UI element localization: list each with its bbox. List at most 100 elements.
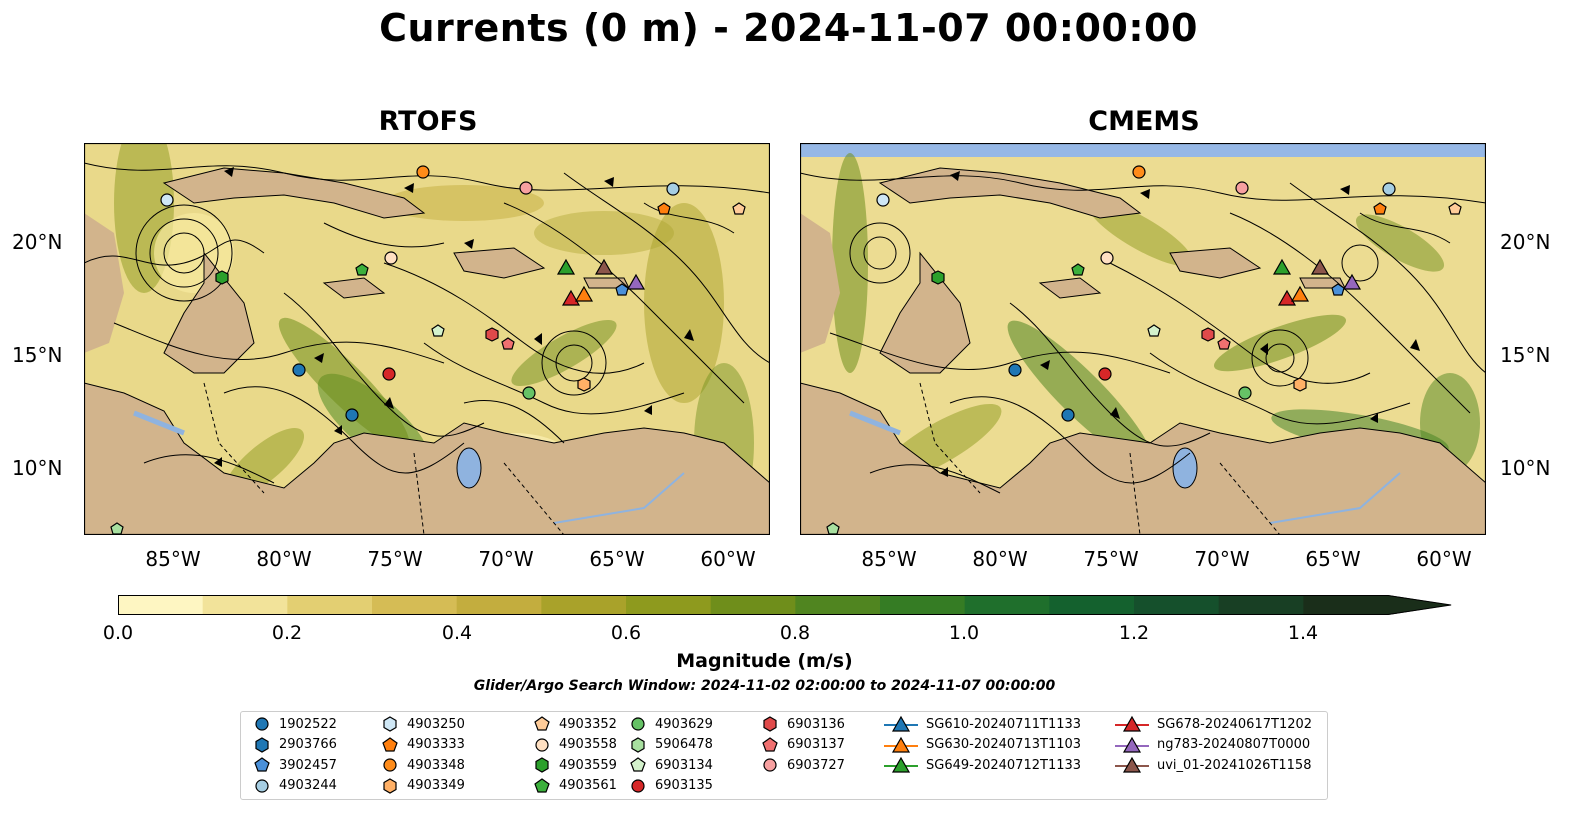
- lon-label-80w-right: 80°W: [972, 547, 1028, 571]
- legend-item: 4903348: [381, 756, 465, 774]
- legend-item-label: 6903727: [787, 757, 845, 773]
- colorbar-segment: [1049, 595, 1135, 615]
- colorbar-tick: 1.2: [1118, 622, 1150, 644]
- panel-title-cmems: CMEMS: [1088, 106, 1200, 137]
- map-cmems: [800, 143, 1486, 535]
- lon-label-65w-right: 65°W: [1305, 547, 1361, 571]
- legend-item: 6903134: [629, 756, 713, 774]
- legend-item: 5906478: [629, 736, 713, 754]
- hexagon-marker-icon: [255, 736, 269, 753]
- circle-marker-icon: [631, 778, 645, 793]
- lon-label-65w-left: 65°W: [589, 547, 645, 571]
- colorbar-segment: [964, 595, 1050, 615]
- legend-item-label: 4903561: [559, 778, 617, 793]
- lon-label-75w-right: 75°W: [1083, 547, 1139, 571]
- circle-marker-icon: [383, 758, 397, 772]
- legend-item: 6903136: [761, 715, 845, 733]
- pentagon-marker-icon: [630, 757, 646, 772]
- triangle-marker-icon: [884, 715, 918, 732]
- colorbar-segment: [1218, 595, 1304, 615]
- legend-item: 2903766: [253, 736, 337, 754]
- legend-item-label: 5906478: [655, 737, 713, 752]
- legend-item: 3902457: [253, 756, 337, 774]
- colorbar-tick: 0.0: [102, 622, 134, 644]
- circle-marker-icon: [631, 717, 645, 731]
- legend-item-label: 6903134: [655, 757, 713, 773]
- lat-label-20n-right: 20°N: [1500, 230, 1551, 254]
- legend-item: 4903244: [253, 777, 337, 795]
- colorbar-tick: 1.4: [1287, 622, 1319, 644]
- legend-item-label: SG678-20240617T1202: [1157, 716, 1313, 732]
- lon-label-85w-right: 85°W: [861, 547, 917, 571]
- colorbar-tick: 0.6: [610, 622, 642, 644]
- legend-item-label: 6903137: [787, 737, 845, 752]
- pentagon-marker-icon: [382, 736, 398, 752]
- triangle-marker-icon: [1115, 715, 1149, 732]
- colorbar-segment: [202, 595, 288, 615]
- legend-item: 4903561: [533, 777, 617, 795]
- hexagon-marker-icon: [383, 777, 397, 794]
- legend-item-label: 4903629: [655, 716, 713, 732]
- colorbar-tick: 1.0: [948, 622, 980, 644]
- colorbar-segment: [372, 595, 458, 615]
- legend-item-label: 4903348: [407, 757, 465, 773]
- legend-item: 6903727: [761, 756, 845, 774]
- legend-item: 4903558: [533, 736, 617, 754]
- colorbar-tick: 0.2: [271, 622, 303, 644]
- legend-item-label: 1902522: [279, 716, 337, 732]
- circle-marker-icon: [763, 758, 777, 772]
- colorbar: [118, 595, 1452, 615]
- legend-item: ng783-20240807T0000: [1115, 736, 1310, 754]
- colorbar-tick: 0.8: [779, 622, 811, 644]
- legend-item-label: SG630-20240713T1103: [926, 737, 1082, 752]
- pentagon-marker-icon: [534, 777, 550, 793]
- colorbar-segment: [287, 595, 373, 615]
- triangle-marker-icon: [1115, 736, 1149, 753]
- colorbar-segment: [456, 595, 542, 615]
- legend-item-label: 2903766: [279, 737, 337, 752]
- lon-label-70w-left: 70°W: [478, 547, 534, 571]
- lon-label-85w-left: 85°W: [145, 547, 201, 571]
- triangle-marker-icon: [884, 736, 918, 753]
- colorbar-segment: [880, 595, 966, 615]
- legend-item: 4903250: [381, 715, 465, 733]
- legend-item-label: SG649-20240712T1133: [926, 757, 1082, 773]
- triangle-marker-icon: [1115, 756, 1149, 773]
- legend-item-label: uvi_01-20241026T1158: [1157, 757, 1312, 773]
- circle-marker-icon: [255, 778, 269, 793]
- legend-item-label: SG610-20240711T1133: [926, 716, 1082, 732]
- legend-item-label: 3902457: [279, 757, 337, 773]
- legend-item-label: 6903136: [787, 716, 845, 732]
- colorbar-label: Magnitude (m/s): [676, 650, 853, 672]
- lat-label-10n-right: 10°N: [1500, 456, 1551, 480]
- legend-item-label: 4903559: [559, 757, 617, 773]
- figure-title: Currents (0 m) - 2024-11-07 00:00:00: [379, 6, 1198, 50]
- legend-item-label: 4903250: [407, 716, 465, 732]
- observation-markers: [110, 165, 746, 535]
- legend-item: 4903333: [381, 736, 465, 754]
- legend-item: 4903629: [629, 715, 713, 733]
- legend-item-label: 6903135: [655, 778, 713, 793]
- lat-label-15n-left: 15°N: [12, 343, 63, 367]
- colorbar-tick: 0.4: [441, 622, 473, 644]
- legend-item-label: 4903352: [559, 716, 617, 732]
- legend-item: 4903352: [533, 715, 617, 733]
- lat-label-10n-left: 10°N: [12, 456, 63, 480]
- circle-marker-icon: [535, 737, 549, 752]
- panel-title-rtofs: RTOFS: [378, 106, 478, 137]
- hexagon-marker-icon: [763, 716, 777, 732]
- lon-label-80w-left: 80°W: [256, 547, 312, 571]
- legend-item-label: 4903244: [279, 778, 337, 793]
- hexagon-marker-icon: [535, 757, 549, 773]
- colorbar-segment: [710, 595, 796, 615]
- legend-item: uvi_01-20241026T1158: [1115, 756, 1311, 774]
- legend-item-label: 4903349: [407, 778, 465, 793]
- colorbar-segment: [626, 595, 712, 615]
- legend-item-label: 4903558: [559, 737, 617, 752]
- lon-label-70w-right: 70°W: [1194, 547, 1250, 571]
- circle-marker-icon: [255, 717, 269, 731]
- legend-item: 6903135: [629, 777, 713, 795]
- triangle-marker-icon: [884, 756, 918, 773]
- hexagon-marker-icon: [383, 716, 397, 732]
- lat-label-20n-left: 20°N: [12, 230, 63, 254]
